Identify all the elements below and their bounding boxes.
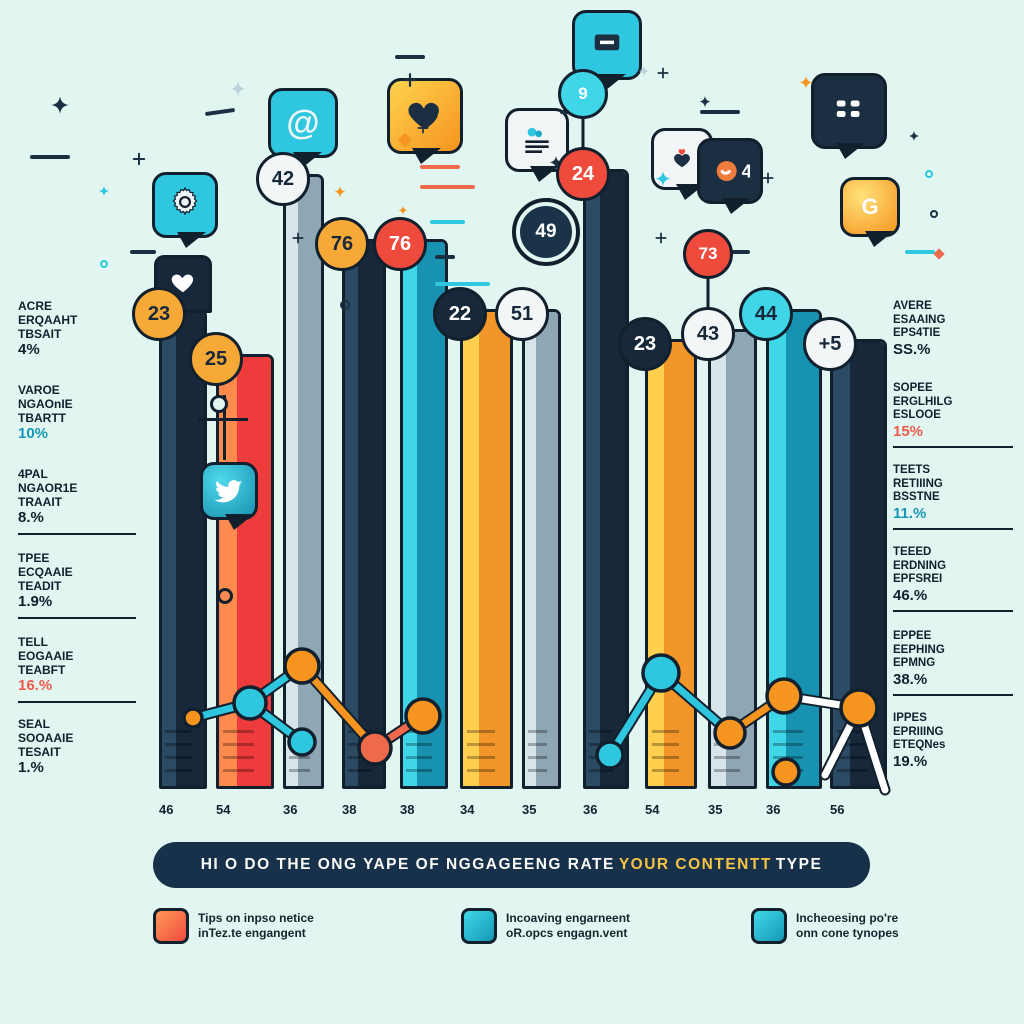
svg-text:4: 4 <box>742 161 750 182</box>
